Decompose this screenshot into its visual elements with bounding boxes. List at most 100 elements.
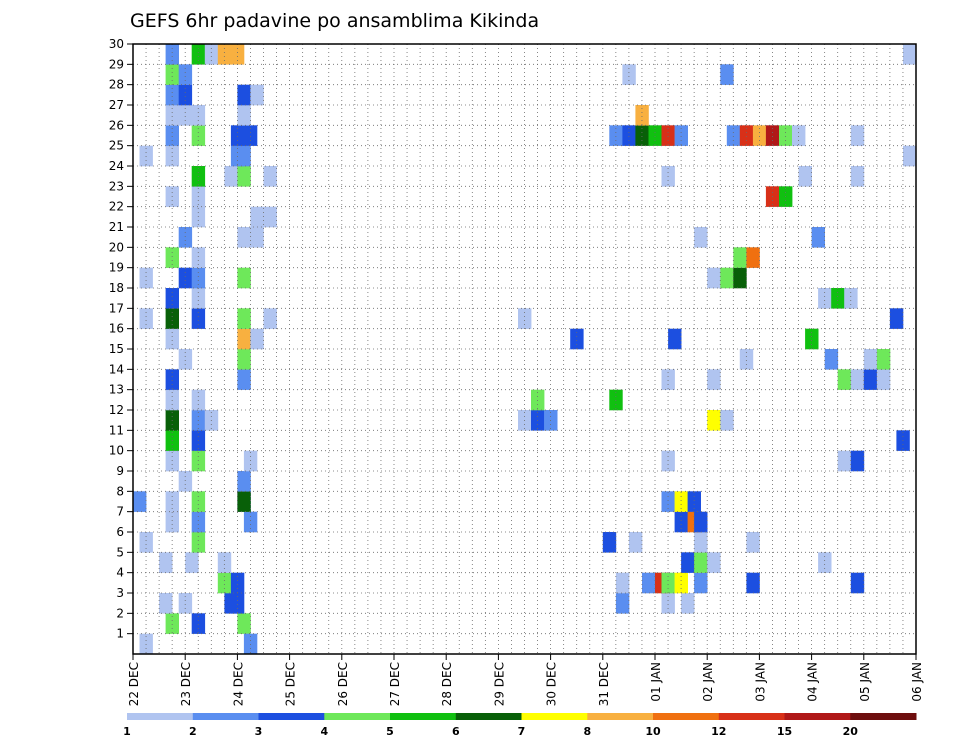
heatmap-cell xyxy=(159,552,173,573)
heatmap-cell xyxy=(204,44,219,65)
heatmap-cells xyxy=(133,44,917,655)
heatmap-cell xyxy=(191,267,206,289)
heatmap-cell xyxy=(139,532,153,553)
heatmap-cell xyxy=(139,267,153,289)
heatmap-cell xyxy=(237,145,251,167)
heatmap-cell xyxy=(263,308,277,329)
heatmap-cell xyxy=(570,328,584,350)
heatmap-cell xyxy=(518,308,532,329)
heatmap-cell xyxy=(805,328,819,350)
heatmap-cell xyxy=(681,552,695,573)
colorbar-label: 10 xyxy=(645,725,661,738)
heatmap-cell xyxy=(850,369,865,390)
x-tick-label: 31 DEC xyxy=(597,662,611,706)
colorbar-label: 15 xyxy=(777,725,792,738)
heatmap-cell xyxy=(903,145,917,167)
x-tick-label: 06 JAN xyxy=(910,662,924,702)
heatmap-cell xyxy=(191,491,206,512)
heatmap-cell xyxy=(159,593,173,614)
colorbar-label: 2 xyxy=(189,725,197,738)
heatmap-cell xyxy=(720,64,734,85)
y-tick-label: 5 xyxy=(116,545,124,559)
y-tick-label: 17 xyxy=(109,301,124,315)
heatmap-cell xyxy=(224,166,238,187)
heatmap-cell xyxy=(237,105,251,126)
heatmap-cell xyxy=(811,227,825,248)
x-tick-label: 24 DEC xyxy=(231,662,245,706)
colorbar-swatch xyxy=(324,713,391,720)
x-tick-label: 30 DEC xyxy=(545,662,559,706)
x-tick-label: 01 JAN xyxy=(649,662,663,702)
heatmap-cell xyxy=(237,166,251,187)
heatmap-cell xyxy=(661,125,675,146)
heatmap-cell xyxy=(687,491,701,512)
heatmap-cell xyxy=(191,511,206,533)
heatmap-cell xyxy=(609,125,623,146)
heatmap-cell xyxy=(779,125,793,146)
heatmap-cell xyxy=(818,552,832,573)
heatmap-cell xyxy=(178,349,193,370)
grid-lines xyxy=(133,44,916,654)
heatmap-cell xyxy=(237,369,251,390)
heatmap-cell xyxy=(876,349,891,370)
y-tick-label: 11 xyxy=(109,423,124,437)
heatmap-cell xyxy=(178,593,193,614)
colorbar-swatch xyxy=(192,713,259,720)
chart-title: GEFS 6hr padavine po ansamblima Kikinda xyxy=(130,10,539,32)
heatmap-cell xyxy=(191,125,206,146)
heatmap-cell xyxy=(237,613,251,634)
heatmap-cell xyxy=(615,593,630,614)
x-tick-label: 27 DEC xyxy=(388,662,402,706)
y-tick-label: 16 xyxy=(109,322,124,336)
x-tick-label: 28 DEC xyxy=(440,662,454,706)
heatmap-cell xyxy=(243,511,258,533)
heatmap-cell xyxy=(250,84,264,106)
heatmap-cell xyxy=(165,125,179,146)
heatmap-cell xyxy=(720,267,734,289)
heatmap-cell xyxy=(668,328,682,350)
heatmap-cell xyxy=(263,206,277,228)
heatmap-cell xyxy=(739,349,754,370)
colorbar-label: 5 xyxy=(386,725,394,738)
y-tick-label: 30 xyxy=(109,37,124,51)
heatmap-cell xyxy=(642,572,656,594)
heatmap-cell xyxy=(165,84,179,106)
heatmap-cell xyxy=(661,593,675,614)
y-tick-label: 23 xyxy=(109,179,124,193)
heatmap-cell xyxy=(237,308,251,329)
heatmap-cell xyxy=(217,44,232,65)
y-tick-label: 2 xyxy=(116,606,124,620)
heatmap-cell xyxy=(746,572,760,594)
y-tick-label: 9 xyxy=(116,464,124,478)
colorbar-swatch xyxy=(587,713,654,720)
heatmap-cell xyxy=(178,105,193,126)
x-tick-label: 05 JAN xyxy=(858,662,872,702)
heatmap-cell xyxy=(191,613,206,634)
heatmap-cell xyxy=(798,166,812,187)
colorbar-label: 1 xyxy=(123,725,131,738)
y-tick-label: 4 xyxy=(116,566,124,580)
heatmap-cell xyxy=(707,410,721,431)
heatmap-cell xyxy=(844,288,858,309)
heatmap-cell xyxy=(837,450,852,472)
x-tick-label: 04 JAN xyxy=(806,662,820,702)
heatmap-cell xyxy=(824,349,839,370)
colorbar-swatch xyxy=(521,713,588,720)
heatmap-cell xyxy=(707,369,721,390)
heatmap-cell xyxy=(165,613,179,634)
heatmap-cell xyxy=(635,125,649,146)
x-tick-label: 02 JAN xyxy=(701,662,715,702)
heatmap-cell xyxy=(191,288,206,309)
heatmap-cell xyxy=(622,64,636,85)
heatmap-cell xyxy=(661,369,675,390)
y-tick-label: 18 xyxy=(109,281,124,295)
heatmap-cell xyxy=(191,247,206,268)
y-tick-label: 29 xyxy=(109,57,124,71)
y-tick-label: 20 xyxy=(109,240,124,254)
heatmap-cell xyxy=(674,491,688,512)
heatmap-cell xyxy=(237,328,251,350)
y-tick-label: 28 xyxy=(109,78,124,92)
heatmap-cell xyxy=(707,552,721,573)
colorbar-label: 3 xyxy=(255,725,263,738)
